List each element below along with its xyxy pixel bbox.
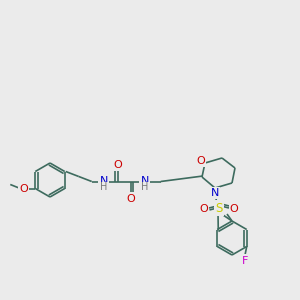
Text: N: N	[211, 188, 219, 198]
Text: O: O	[230, 204, 238, 214]
Text: O: O	[113, 160, 122, 170]
Text: O: O	[126, 194, 135, 203]
Text: H: H	[100, 182, 107, 193]
Text: S: S	[215, 202, 223, 214]
Text: O: O	[196, 156, 206, 166]
Text: H: H	[141, 182, 148, 193]
Text: N: N	[140, 176, 149, 187]
Text: F: F	[242, 256, 248, 266]
Text: O: O	[200, 204, 208, 214]
Text: N: N	[100, 176, 108, 187]
Text: O: O	[19, 184, 28, 194]
